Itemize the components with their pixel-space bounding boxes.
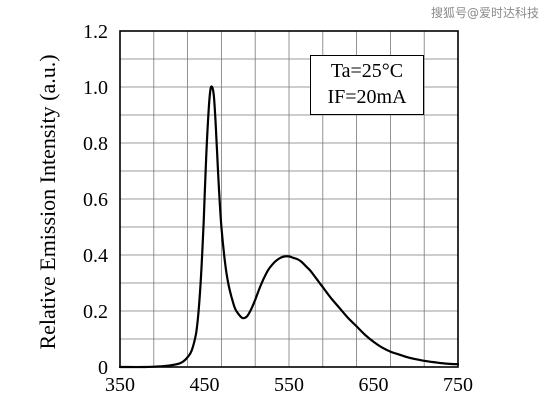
plot-frame [119, 30, 459, 368]
axis-ticks: 350 450 550 650 750 0 0.2 0.4 0.6 0.8 1.0 1.2 [83, 21, 473, 396]
current-label: IF=20mA [327, 86, 407, 108]
x-tick-label: 450 [190, 374, 220, 396]
x-tick-label: 750 [443, 374, 473, 396]
y-tick-label: 0.4 [83, 245, 108, 267]
x-tick-label: 350 [105, 374, 135, 396]
y-tick-label: 0.8 [83, 133, 108, 155]
y-tick-label: 1.0 [83, 77, 108, 99]
y-axis-label: Relative Emission Intensity (a.u.) [35, 54, 60, 350]
x-tick-label: 650 [359, 374, 389, 396]
watermark-text: 搜狐号@爱时达科技 [430, 6, 539, 20]
y-tick-label: 1.2 [83, 21, 108, 43]
y-tick-label: 0 [98, 357, 108, 379]
y-tick-label: 0.6 [83, 189, 108, 211]
conditions-box: Ta=25°C IF=20mA [310, 55, 424, 115]
y-tick-label: 0.2 [83, 301, 108, 323]
temperature-label: Ta=25°C [330, 60, 404, 82]
x-tick-label: 550 [274, 374, 304, 396]
series-line-emission [118, 85, 460, 369]
